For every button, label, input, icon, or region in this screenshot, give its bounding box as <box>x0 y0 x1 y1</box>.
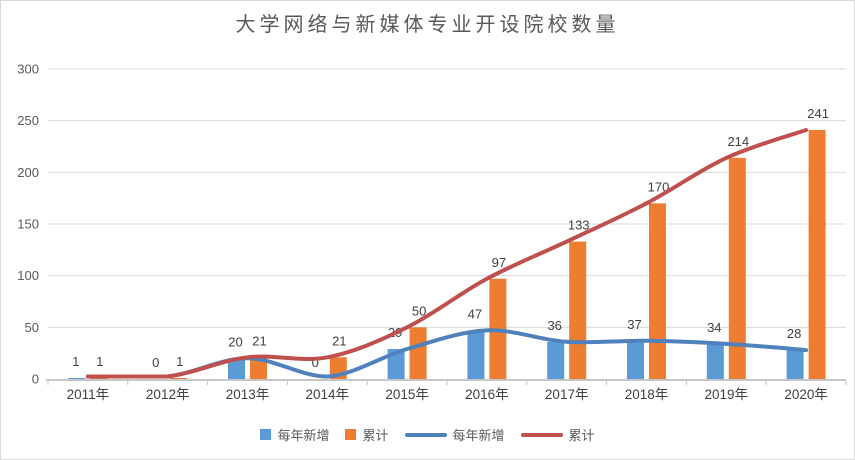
y-tick-label: 100 <box>17 268 39 283</box>
data-label: 214 <box>727 134 749 149</box>
bar-annual <box>786 350 804 379</box>
legend-label-annual-bar: 每年新增 <box>277 428 330 443</box>
bar-annual <box>228 358 245 379</box>
bar-annual <box>467 330 485 379</box>
data-label: 21 <box>252 333 266 348</box>
bar-cumulative <box>728 157 746 379</box>
x-category-label: 2020年 <box>784 387 828 402</box>
legend-swatch-cumulative-bar-icon <box>345 429 357 440</box>
y-tick-label: 250 <box>17 113 39 128</box>
bar-cumulative <box>409 327 427 379</box>
legend-swatch-cumulative-line-icon <box>520 432 563 437</box>
legend-item-cumulative-bar: 累计 <box>345 425 389 444</box>
data-label: 47 <box>468 306 482 321</box>
x-category-label: 2016年 <box>465 387 509 402</box>
bar-annual <box>68 377 86 379</box>
data-label: 34 <box>707 320 721 335</box>
x-category-label: 2018年 <box>625 387 669 402</box>
y-tick-label: 0 <box>32 372 39 387</box>
data-label: 36 <box>547 318 561 333</box>
x-category-label: 2013年 <box>226 387 270 402</box>
data-label: 133 <box>568 218 590 233</box>
y-tick-label: 300 <box>17 62 39 77</box>
data-label: 28 <box>787 326 801 341</box>
bar-annual <box>547 341 565 379</box>
legend-item-annual-bar: 每年新增 <box>260 425 329 444</box>
legend-swatch-annual-bar-icon <box>260 429 272 440</box>
legend-item-cumulative-line: 累计 <box>520 425 595 444</box>
line-cumulative <box>85 128 809 379</box>
x-axis-ticks <box>47 381 847 385</box>
bar-cumulative <box>250 357 267 379</box>
x-category-label: 2011年 <box>67 387 110 402</box>
data-label: 1 <box>176 354 183 369</box>
x-category-label: 2012年 <box>146 387 190 402</box>
x-category-label: 2015年 <box>385 387 429 402</box>
bar-cumulative <box>569 241 587 379</box>
bar-cumulative <box>649 203 666 379</box>
bar-cumulative <box>170 377 188 379</box>
gridlines <box>48 68 846 328</box>
x-axis-labels: 2011年 2012年 2013年 2014年 2015年 2016年 2017年 2018年… <box>67 387 828 402</box>
data-label: 97 <box>492 255 506 270</box>
data-label: 21 <box>332 333 346 348</box>
data-label: 0 <box>312 355 319 370</box>
data-label: 1 <box>96 354 103 369</box>
data-label: 241 <box>807 106 829 121</box>
data-label: 20 <box>228 334 242 349</box>
chart-title: 大学网络与新媒体专业开设院校数量 <box>235 14 620 36</box>
x-category-label: 2014年 <box>306 387 350 402</box>
legend-label-annual-line: 每年新增 <box>452 428 505 443</box>
x-category-label: 2017年 <box>545 387 589 402</box>
x-category-label: 2019年 <box>705 387 749 402</box>
legend-label-cumulative-bar: 累计 <box>362 428 389 443</box>
bars <box>68 129 826 379</box>
y-tick-label: 200 <box>17 165 39 180</box>
bar-annual <box>706 343 724 379</box>
data-label: 50 <box>412 303 426 318</box>
y-axis-labels: 0 50 100 150 200 250 300 <box>17 62 39 387</box>
data-label: 1 <box>72 354 79 369</box>
legend-swatch-annual-line-icon <box>404 432 447 437</box>
bar-cumulative <box>808 129 826 379</box>
y-tick-label: 150 <box>17 217 39 232</box>
legend-item-annual-line: 每年新增 <box>404 425 505 444</box>
data-label: 0 <box>152 355 159 370</box>
legend-label-cumulative-line: 累计 <box>568 428 595 443</box>
legend: 每年新增 累计 每年新增 累计 <box>1 425 854 444</box>
data-label: 170 <box>648 179 670 194</box>
data-label: 37 <box>627 317 641 332</box>
y-tick-label: 50 <box>25 320 39 335</box>
bar-annual <box>627 340 644 379</box>
